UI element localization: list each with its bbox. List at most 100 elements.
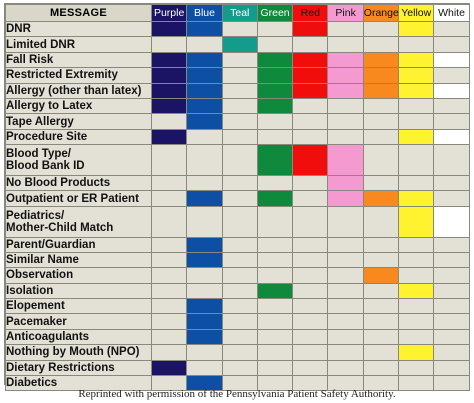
color-cell-teal xyxy=(221,174,258,192)
color-cell-purple xyxy=(150,375,188,392)
color-cell-teal xyxy=(221,82,258,99)
color-cell-green xyxy=(256,36,294,53)
color-cell-red xyxy=(292,97,329,115)
color-cell-white-filled xyxy=(433,128,470,146)
row-label: Pediatrics/ Mother-Child Match xyxy=(5,205,152,238)
color-cell-red xyxy=(292,205,329,238)
color-cell-orange xyxy=(362,205,400,238)
table-row: Restricted Extremity xyxy=(5,67,470,84)
color-cell-white xyxy=(433,328,470,346)
color-cell-pink xyxy=(327,313,364,330)
color-cell-red-filled xyxy=(292,144,329,176)
color-cell-teal xyxy=(221,328,258,346)
color-cell-purple-filled xyxy=(150,97,188,115)
color-cell-orange-filled xyxy=(362,190,400,207)
color-cell-yellow xyxy=(398,144,435,176)
color-cell-pink xyxy=(327,128,364,146)
color-cell-purple-filled xyxy=(150,128,188,146)
color-cell-teal xyxy=(221,375,258,392)
color-cell-pink-filled xyxy=(327,174,364,192)
table-row: No Blood Products xyxy=(5,174,470,192)
color-cell-teal xyxy=(221,113,258,130)
color-cell-purple xyxy=(150,113,188,130)
color-cell-blue-filled xyxy=(186,190,223,207)
color-cell-teal xyxy=(221,313,258,330)
color-cell-white xyxy=(433,20,470,38)
color-cell-orange-filled xyxy=(362,51,400,69)
color-cell-pink xyxy=(327,359,364,377)
color-cell-purple xyxy=(150,205,188,238)
table-row: Allergy to Latex xyxy=(5,97,470,115)
color-cell-white xyxy=(433,36,470,53)
color-cell-teal xyxy=(221,67,258,84)
color-cell-yellow xyxy=(398,251,435,269)
color-cell-white xyxy=(433,236,470,253)
color-cell-red xyxy=(292,236,329,253)
color-cell-green xyxy=(256,375,294,392)
color-cell-blue xyxy=(186,128,223,146)
column-header-green: Green xyxy=(256,4,294,22)
color-code-table: MESSAGE Purple Blue Teal Green Red Pink Orange… xyxy=(4,3,470,392)
color-cell-blue xyxy=(186,359,223,377)
color-cell-white xyxy=(433,97,470,115)
color-cell-orange xyxy=(362,298,400,315)
row-label: Observation xyxy=(5,267,152,284)
color-cell-teal xyxy=(221,298,258,315)
color-cell-purple xyxy=(150,313,188,330)
column-header-pink: Pink xyxy=(327,4,364,22)
color-cell-blue xyxy=(186,144,223,176)
color-cell-pink xyxy=(327,236,364,253)
color-cell-white xyxy=(433,282,470,300)
table-row: Pacemaker xyxy=(5,313,470,330)
color-cell-blue-filled xyxy=(186,20,223,38)
color-cell-blue-filled xyxy=(186,67,223,84)
table-row: DNR xyxy=(5,20,470,38)
color-cell-teal xyxy=(221,205,258,238)
wristband-color-grid: MESSAGE Purple Blue Teal Green Red Pink Orange… xyxy=(5,4,470,392)
color-cell-red xyxy=(292,359,329,377)
color-cell-pink xyxy=(327,344,364,361)
column-header-blue: Blue xyxy=(186,4,223,22)
color-cell-red xyxy=(292,375,329,392)
color-cell-orange xyxy=(362,359,400,377)
message-column-header: MESSAGE xyxy=(5,4,152,22)
row-label: Allergy (other than latex) xyxy=(5,82,152,99)
color-cell-blue xyxy=(186,174,223,192)
table-body: DNR Limited DNR Fall Risk Restricted Extrem… xyxy=(5,20,470,392)
color-cell-yellow-filled xyxy=(398,82,435,99)
column-header-orange: Orange xyxy=(362,4,400,22)
color-cell-purple xyxy=(150,282,188,300)
color-cell-pink-filled xyxy=(327,144,364,176)
color-cell-white-filled xyxy=(433,82,470,99)
color-cell-green-filled xyxy=(256,144,294,176)
table-row: Anticoagulants xyxy=(5,328,470,346)
color-cell-red xyxy=(292,174,329,192)
color-cell-purple xyxy=(150,267,188,284)
color-cell-blue xyxy=(186,344,223,361)
color-cell-red xyxy=(292,36,329,53)
color-cell-yellow xyxy=(398,36,435,53)
table-row: Elopement xyxy=(5,298,470,315)
row-label: Elopement xyxy=(5,298,152,315)
color-cell-green-filled xyxy=(256,282,294,300)
color-cell-red-filled xyxy=(292,51,329,69)
table-row: Diabetics xyxy=(5,375,470,392)
color-cell-yellow-filled xyxy=(398,282,435,300)
color-cell-pink xyxy=(327,97,364,115)
color-cell-purple xyxy=(150,344,188,361)
color-cell-white xyxy=(433,251,470,269)
color-cell-blue-filled xyxy=(186,251,223,269)
column-header-red: Red xyxy=(292,4,329,22)
column-header-yellow: Yellow xyxy=(398,4,435,22)
color-cell-teal xyxy=(221,128,258,146)
color-cell-green-filled xyxy=(256,51,294,69)
color-cell-teal-filled xyxy=(221,36,258,53)
color-cell-teal xyxy=(221,282,258,300)
color-cell-yellow-filled xyxy=(398,67,435,84)
color-cell-white xyxy=(433,113,470,130)
color-cell-white xyxy=(433,359,470,377)
color-cell-yellow xyxy=(398,236,435,253)
color-cell-green xyxy=(256,113,294,130)
color-cell-pink-filled xyxy=(327,190,364,207)
color-cell-red xyxy=(292,190,329,207)
